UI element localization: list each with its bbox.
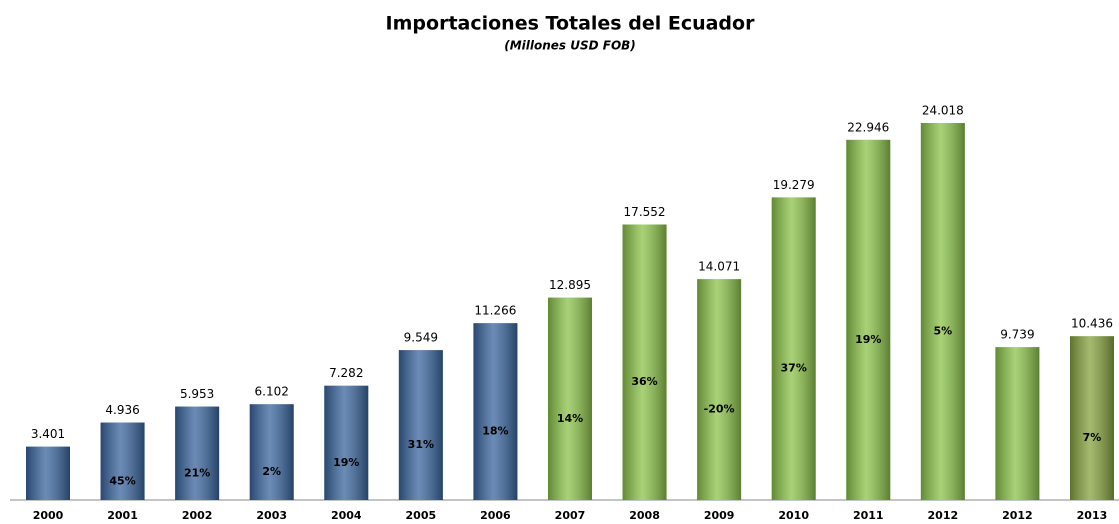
x-tick-label: 2006 — [480, 509, 511, 522]
growth-label: 21% — [184, 466, 210, 479]
bar-shine — [846, 139, 891, 500]
growth-label: 14% — [557, 412, 583, 425]
value-label: 17.552 — [624, 205, 666, 219]
x-tick-label: 2013 — [1077, 509, 1108, 522]
x-tick-label: 2002 — [182, 509, 213, 522]
x-tick-label: 2004 — [331, 509, 362, 522]
bar-shine — [547, 297, 592, 500]
growth-label: 19% — [333, 456, 359, 469]
value-label: 9.739 — [1000, 328, 1034, 342]
bar-shine — [622, 224, 667, 500]
value-label: 24.018 — [922, 104, 964, 118]
value-label: 22.946 — [847, 120, 889, 134]
x-tick-label: 2009 — [704, 509, 735, 522]
growth-label: 18% — [482, 425, 508, 438]
bar-shine — [697, 279, 742, 500]
bar-shine — [1069, 336, 1114, 500]
growth-label: 2% — [262, 465, 281, 478]
growth-label: 7% — [1083, 431, 1102, 444]
bar-shine — [398, 350, 443, 500]
x-tick-label: 2000 — [33, 509, 64, 522]
x-tick-label: 2012 — [1002, 509, 1033, 522]
value-label: 14.071 — [698, 260, 740, 274]
bar-shine — [995, 347, 1040, 500]
growth-label: 5% — [933, 325, 952, 338]
x-tick-label: 2008 — [629, 509, 660, 522]
value-label: 4.936 — [105, 403, 139, 417]
bar-shine — [100, 422, 145, 500]
value-label: 7.282 — [329, 366, 363, 380]
value-label: 12.895 — [549, 278, 591, 292]
x-tick-label: 2003 — [256, 509, 287, 522]
chart-title: Importaciones Totales del Ecuador — [386, 13, 756, 35]
growth-label: -20% — [704, 403, 735, 416]
growth-label: 36% — [631, 375, 657, 388]
value-label: 11.266 — [474, 304, 516, 318]
x-tick-label: 2012 — [928, 509, 959, 522]
x-tick-label: 2001 — [107, 509, 138, 522]
bar-shine — [920, 123, 965, 500]
growth-label: 31% — [408, 438, 434, 451]
bar-shine — [249, 404, 294, 500]
bar-shine — [26, 446, 70, 500]
growth-label: 45% — [109, 474, 135, 487]
value-label: 5.953 — [180, 387, 214, 401]
value-label: 9.549 — [404, 331, 438, 345]
x-tick-label: 2011 — [853, 509, 884, 522]
x-tick-label: 2010 — [778, 509, 809, 522]
bar-shine — [175, 406, 220, 500]
x-tick-label: 2007 — [555, 509, 586, 522]
bar-shine — [771, 197, 816, 501]
chart-subtitle: (Millones USD FOB) — [504, 39, 636, 53]
value-label: 6.102 — [255, 385, 289, 399]
bar-shine — [324, 385, 369, 500]
value-label: 10.436 — [1071, 317, 1113, 331]
value-label: 19.279 — [773, 178, 815, 192]
x-tick-label: 2005 — [406, 509, 437, 522]
growth-label: 19% — [855, 333, 881, 346]
bar-shine — [473, 323, 518, 500]
value-label: 3.401 — [31, 427, 65, 441]
growth-label: 37% — [781, 362, 807, 375]
